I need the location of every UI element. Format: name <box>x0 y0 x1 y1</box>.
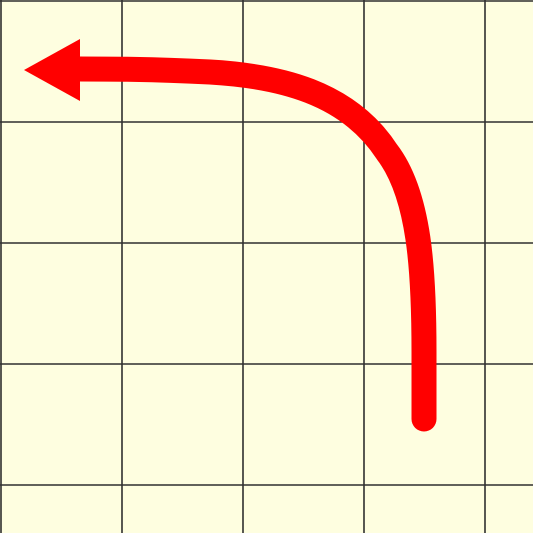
curved-arrow-left-icon <box>24 39 437 432</box>
arrowhead <box>24 39 80 101</box>
arrow-shaft <box>65 56 437 432</box>
